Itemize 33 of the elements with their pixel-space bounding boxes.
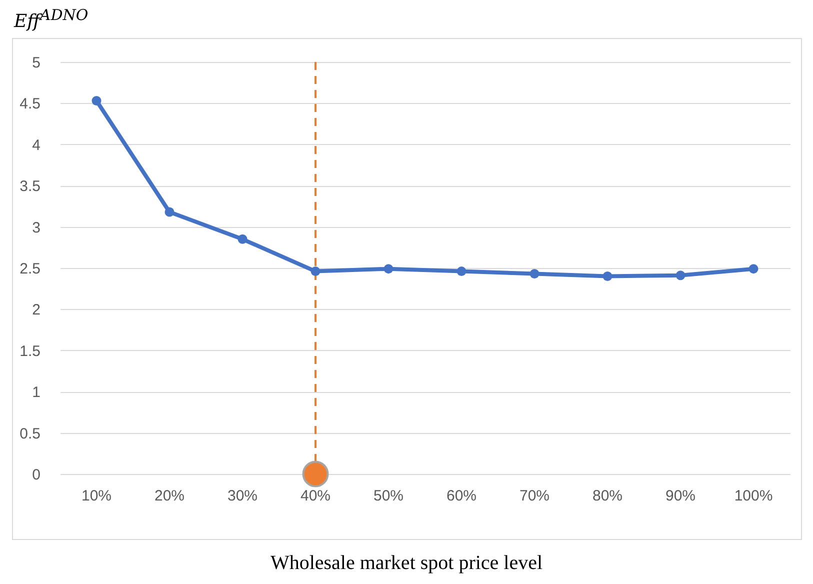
y-tick-label: 3 — [32, 219, 40, 236]
y-tick-label: 1 — [32, 384, 40, 402]
y-tick-label: 0.5 — [20, 425, 40, 442]
point — [92, 96, 102, 106]
y-tick-label: 0 — [32, 466, 40, 484]
x-tick-label: 90% — [665, 488, 696, 504]
x-tick-label: 70% — [519, 488, 550, 504]
x-tick-label: 10% — [81, 488, 112, 504]
x-tick-label: 40% — [300, 488, 331, 504]
x-tick-label: 20% — [154, 488, 185, 504]
y-tick-label: 2 — [32, 302, 40, 319]
point — [602, 272, 612, 281]
x-axis-title: Wholesale market spot price level — [269, 552, 544, 575]
x-tick-label: 30% — [227, 488, 258, 504]
x-tick-label: 60% — [446, 488, 477, 504]
x-tick-label: 100% — [734, 488, 773, 504]
point — [310, 266, 320, 276]
point — [456, 266, 466, 276]
y-tick-label: 5 — [32, 54, 40, 72]
y-tick-label: 3.5 — [20, 178, 40, 196]
point — [748, 264, 758, 274]
point — [530, 269, 540, 278]
y-tick-label: 2.5 — [20, 260, 40, 278]
y-tick-label: 4.5 — [20, 96, 40, 113]
x-tick-label: 50% — [373, 488, 404, 504]
point — [164, 207, 174, 217]
y-tick-label: 1.5 — [20, 342, 40, 360]
point — [238, 234, 248, 244]
point — [384, 264, 394, 274]
x-tick-label: 80% — [592, 488, 623, 504]
y-tick-label: 4 — [32, 136, 40, 154]
point — [676, 270, 686, 280]
y-axis-title: Eff$^{ADNO}$ — [14, 6, 88, 32]
